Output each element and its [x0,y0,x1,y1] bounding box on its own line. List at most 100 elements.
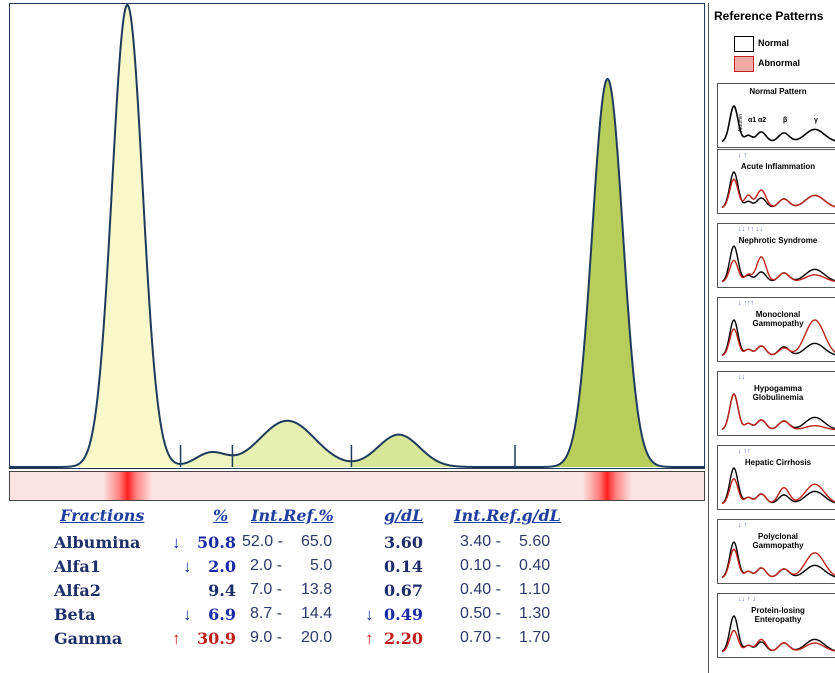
ref-gdl-low: 0.50 - [460,605,501,622]
ref-gdl-low: 3.40 - [460,533,501,550]
change-arrows-icon: ↓ ↑ [738,152,747,159]
ref-percent-high: 65.0 [301,533,333,550]
pattern-curves [721,615,835,653]
pattern-thumbnail-4[interactable]: Hypogamma Globulinemia ↓↓ [717,371,835,436]
header-percent: % [213,506,229,525]
pattern-thumbnail-1[interactable]: Acute Inflammation ↓ ↑ [717,149,835,214]
fraction-name: Albumina [54,533,141,552]
header-ref-percent: Int.Ref.% [251,506,334,525]
percent-value: 30.9 [197,629,236,648]
pattern-thumbnail-5[interactable]: Hepatic Cirrhosis ↓ ↑↑ [717,445,835,510]
ref-gdl-high: 1.70 [519,629,551,646]
thumbnail-title: Monoclonal Gammopathy [752,310,804,328]
beta-label: β [783,117,788,124]
abnormal-reference-curve [721,629,835,653]
table-row: Albumina ↓ 50.8 52.0 - 65.0 3.60 3.40 - … [0,533,700,557]
ref-gdl-low: 0.10 - [460,557,501,574]
table-row: Gamma ↑ 30.9 9.0 - 20.0 ↑ 2.20 0.70 - 1.… [0,629,700,653]
ref-percent-low: 8.7 - [250,605,283,622]
change-arrows-icon: ↓↓ ↑↑ ↓↓ [738,226,763,233]
ref-percent-high: 20.0 [301,629,333,646]
change-arrows-icon: ↓↓ ↑ ↓ [738,596,756,603]
thumbnail-title: Acute Inflammation [740,162,816,171]
thumbnail-title: Protein-losing Enteropathy [751,606,805,624]
abnormal-reference-curve [721,319,835,357]
header-gdl: g/dL [384,506,424,525]
ref-percent-low: 9.0 - [250,629,283,646]
header-fractions: Fractions [60,506,145,525]
reference-patterns-panel: Reference Patterns Normal Abnormal Norma… [708,3,835,673]
density-curve [9,3,705,468]
ref-percent-high: 5.0 [310,557,333,574]
table-row: Alfa2 9.4 7.0 - 13.8 0.67 0.40 - 1.10 [0,581,700,605]
percent-value: 50.8 [197,533,236,552]
thumbnail-title: Nephrotic Syndrome [738,236,818,245]
header-ref-gdl: Int.Ref.g/dL [454,506,561,525]
change-arrows-icon: ↓ ↑ [738,522,747,529]
percent-value: 2.0 [208,557,236,576]
abnormal-legend-swatch [734,56,754,72]
up-arrow-icon: ↑ [365,629,374,648]
ref-percent-high: 13.8 [301,581,333,598]
gdl-value: 3.60 [384,533,423,552]
ref-percent-low: 2.0 - [250,557,283,574]
gdl-value: 2.20 [384,629,423,648]
abnormal-reference-curve [721,393,835,431]
abnormal-reference-curve [721,548,835,579]
ref-percent-low: 7.0 - [250,581,283,598]
thumbnail-title: Hypogamma Globulinemia [752,384,804,402]
down-arrow-icon: ↓ [172,533,181,552]
fraction-area-alfa2 [232,420,352,467]
ref-percent-high: 14.4 [301,605,333,622]
pattern-curves [721,467,835,505]
pattern-curves [721,541,835,579]
ref-gdl-high: 0.40 [519,557,551,574]
pattern-thumbnail-3[interactable]: Monoclonal Gammopathy ↓ ↑↑↑ [717,297,835,362]
fraction-area-alfa1 [180,451,233,467]
gdl-value: 0.14 [384,557,423,576]
ref-gdl-high: 1.30 [519,605,551,622]
table-row: Alfa1 ↓ 2.0 2.0 - 5.0 0.14 0.10 - 0.40 [0,557,700,581]
pattern-curves [721,393,835,431]
gel-strip [9,471,705,501]
pattern-thumbnail-2[interactable]: Nephrotic Syndrome ↓↓ ↑↑ ↓↓ [717,223,835,288]
normal-pattern-thumbnail[interactable]: Normal Pattern Albumin α1 α2 β γ [717,83,835,148]
ref-gdl-low: 0.70 - [460,629,501,646]
pattern-thumbnail-6[interactable]: Polyclonal Gammopathy ↓ ↑ [717,519,835,584]
pattern-curves [721,319,835,357]
pattern-thumbnail-7[interactable]: Protein-losing Enteropathy ↓↓ ↑ ↓ [717,593,835,658]
electropherogram-chart [9,3,705,469]
thumbnail-title: Hepatic Cirrhosis [744,458,812,467]
panel-title: Reference Patterns [714,9,824,23]
fraction-name: Gamma [54,629,123,648]
ref-percent-low: 52.0 - [242,533,283,550]
fraction-area-albumina [9,5,181,467]
down-arrow-icon: ↓ [183,605,192,624]
results-table: Fractions % Int.Ref.% g/dL Int.Ref.g/dL … [0,500,700,673]
up-arrow-icon: ↑ [172,629,181,648]
gdl-value: 0.67 [384,581,423,600]
normal-legend-swatch [734,36,754,52]
ref-gdl-high: 1.10 [519,581,551,598]
normal-reference-curve [721,467,835,505]
abnormal-reference-curve [721,477,835,505]
thumbnail-title: Polyclonal Gammopathy [752,532,804,550]
normal-legend-label: Normal [758,38,790,48]
gamma-label: γ [814,117,818,124]
fraction-name: Alfa1 [54,557,101,576]
percent-value: 9.4 [208,581,236,600]
change-arrows-icon: ↓↓ [738,374,745,381]
fraction-name: Beta [54,605,96,624]
alpha2-label: α2 [758,117,767,124]
change-arrows-icon: ↓ ↑↑↑ [738,300,754,307]
ref-gdl-low: 0.40 - [460,581,501,598]
down-arrow-icon: ↓ [365,605,374,624]
percent-value: 6.9 [208,605,236,624]
change-arrows-icon: ↓ ↑↑ [738,448,751,455]
abnormal-reference-curve [721,256,835,283]
down-arrow-icon: ↓ [183,557,192,576]
abnormal-reference-curve [721,178,835,209]
ref-gdl-high: 5.60 [519,533,551,550]
alpha1-label: α1 [748,117,757,124]
fraction-name: Alfa2 [54,581,101,600]
